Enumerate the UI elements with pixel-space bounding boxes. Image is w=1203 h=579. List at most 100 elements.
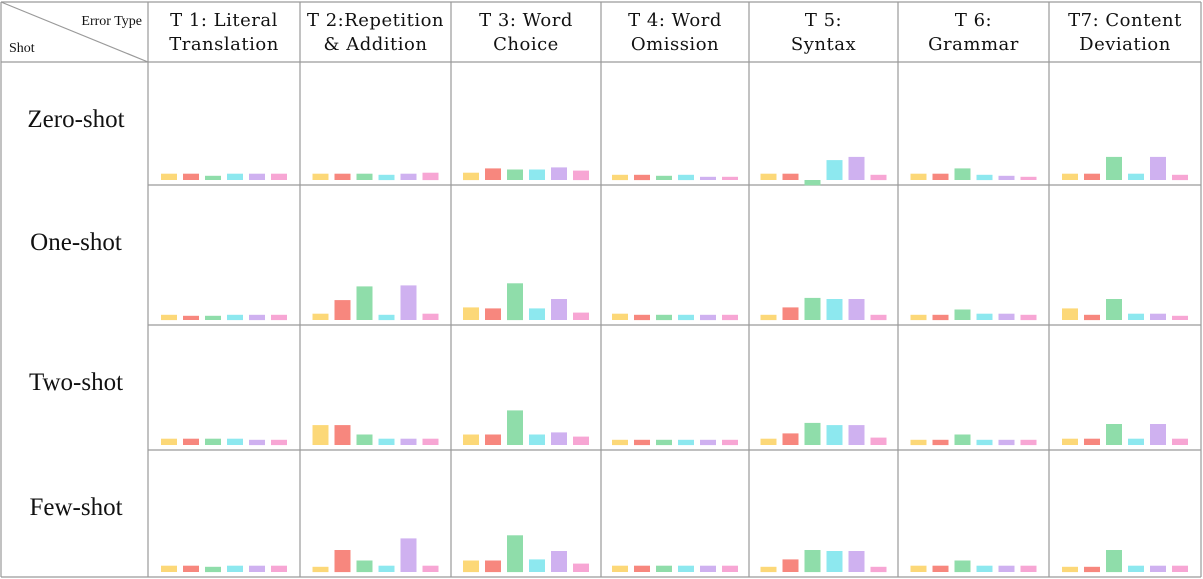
bar-zero-shot-t1-2	[183, 173, 199, 180]
bar-two-shot-t2-6	[422, 438, 439, 445]
bar-few-shot-t6-4	[976, 565, 993, 572]
bar-few-shot-t5-2	[782, 559, 799, 572]
bar-few-shot-t2-2	[334, 550, 351, 573]
bar-two-shot-t5-5	[848, 425, 865, 445]
bar-zero-shot-t6-4	[976, 174, 993, 181]
bar-two-shot-t1-1	[161, 438, 177, 445]
bar-few-shot-t1-1	[161, 565, 177, 572]
bar-few-shot-t3-4	[529, 559, 545, 572]
bar-one-shot-t7-6	[1172, 315, 1188, 320]
bar-zero-shot-t4-6	[722, 176, 738, 180]
bar-few-shot-t3-2	[485, 560, 501, 573]
bar-zero-shot-t7-3	[1106, 156, 1122, 180]
bar-few-shot-t1-2	[183, 565, 199, 572]
bar-few-shot-t5-5	[848, 551, 865, 572]
bar-zero-shot-t5-1	[760, 173, 777, 180]
bar-zero-shot-t2-4	[378, 174, 395, 181]
bar-one-shot-t3-5	[551, 299, 567, 320]
bar-one-shot-t5-1	[760, 314, 777, 321]
row-label-one-shot: One-shot	[30, 229, 122, 256]
bar-zero-shot-t7-1	[1062, 173, 1078, 180]
bar-two-shot-t2-1	[312, 425, 329, 445]
bar-zero-shot-t6-5	[998, 175, 1015, 180]
bar-one-shot-t1-6	[271, 314, 287, 321]
bar-one-shot-t5-4	[826, 299, 843, 320]
column-header-3-line-1: T 3: Word	[479, 10, 573, 31]
bar-two-shot-t5-3	[804, 422, 821, 445]
corner-cell: Error Type Shot	[0, 1, 149, 63]
bar-two-shot-t2-3	[356, 434, 373, 445]
bar-zero-shot-t3-6	[573, 170, 589, 181]
bar-few-shot-t6-1	[910, 565, 927, 572]
bar-two-shot-t1-2	[183, 438, 199, 445]
bar-zero-shot-t6-6	[1020, 176, 1037, 180]
bar-zero-shot-t4-1	[612, 174, 628, 181]
bar-zero-shot-t3-2	[485, 168, 501, 180]
bar-one-shot-t4-1	[612, 313, 628, 320]
column-header-6-line-2: Grammar	[928, 34, 1019, 55]
bar-one-shot-t1-3	[205, 315, 221, 320]
bar-few-shot-t3-6	[573, 563, 589, 572]
bar-one-shot-t2-3	[356, 286, 373, 320]
bar-one-shot-t1-2	[183, 315, 199, 320]
bar-few-shot-t2-3	[356, 560, 373, 573]
bar-two-shot-t3-6	[573, 436, 589, 445]
bar-one-shot-t4-6	[722, 314, 738, 321]
bar-few-shot-t1-5	[249, 565, 265, 572]
bar-zero-shot-t4-3	[656, 175, 672, 180]
row-label-two-shot: Two-shot	[29, 369, 123, 396]
bar-two-shot-t2-4	[378, 438, 395, 445]
bar-zero-shot-t3-5	[551, 167, 567, 180]
bar-zero-shot-t2-3	[356, 173, 373, 180]
bar-one-shot-t7-1	[1062, 308, 1078, 320]
bar-zero-shot-t3-4	[529, 169, 545, 180]
row-label-few-shot: Few-shot	[29, 494, 122, 521]
bar-zero-shot-t4-4	[678, 174, 694, 181]
bar-one-shot-t6-2	[932, 314, 949, 321]
bar-zero-shot-t1-3	[205, 175, 221, 180]
bar-two-shot-t1-6	[271, 439, 287, 446]
bar-few-shot-t2-6	[422, 565, 439, 572]
bar-two-shot-t3-5	[551, 432, 567, 445]
bar-zero-shot-t4-2	[634, 174, 650, 181]
bar-two-shot-t1-4	[227, 438, 243, 445]
bar-zero-shot-t1-6	[271, 173, 287, 180]
column-header-6-line-1: T 6:	[955, 10, 992, 31]
bar-one-shot-t5-3	[804, 297, 821, 320]
bar-two-shot-t4-5	[700, 439, 716, 446]
bar-one-shot-t4-4	[678, 314, 694, 321]
bar-few-shot-t3-5	[551, 551, 567, 572]
bar-one-shot-t5-2	[782, 307, 799, 320]
column-header-3-line-2: Choice	[493, 34, 559, 55]
column-header-4-line-1: T 4: Word	[628, 10, 722, 31]
bar-two-shot-t6-2	[932, 439, 949, 446]
bar-two-shot-t3-2	[485, 434, 501, 445]
bar-few-shot-t4-5	[700, 565, 716, 572]
bar-zero-shot-t6-3	[954, 168, 971, 180]
bar-few-shot-t1-6	[271, 565, 287, 572]
bar-two-shot-t7-3	[1106, 424, 1122, 445]
bar-two-shot-t7-5	[1150, 424, 1166, 445]
bar-zero-shot-t5-3	[804, 180, 821, 186]
bar-two-shot-t3-1	[463, 434, 479, 445]
bar-one-shot-t7-5	[1150, 313, 1166, 320]
bar-few-shot-t2-5	[400, 538, 417, 572]
bar-few-shot-t4-6	[722, 565, 738, 572]
bar-zero-shot-t7-2	[1084, 173, 1100, 180]
bar-two-shot-t2-2	[334, 425, 351, 445]
bar-two-shot-t1-5	[249, 439, 265, 446]
bar-zero-shot-t2-6	[422, 172, 439, 181]
bar-few-shot-t6-5	[998, 565, 1015, 572]
bar-two-shot-t5-1	[760, 438, 777, 445]
column-header-5-line-2: Syntax	[791, 34, 856, 55]
corner-row-label: Shot	[9, 41, 35, 56]
bar-few-shot-t4-4	[678, 565, 694, 572]
bar-few-shot-t5-3	[804, 550, 821, 573]
bar-one-shot-t1-5	[249, 314, 265, 321]
bar-few-shot-t4-2	[634, 565, 650, 572]
bar-few-shot-t7-6	[1172, 565, 1188, 572]
bar-few-shot-t4-1	[612, 565, 628, 572]
bar-two-shot-t6-1	[910, 439, 927, 446]
bar-few-shot-t7-1	[1062, 566, 1078, 573]
bar-two-shot-t6-3	[954, 434, 971, 445]
